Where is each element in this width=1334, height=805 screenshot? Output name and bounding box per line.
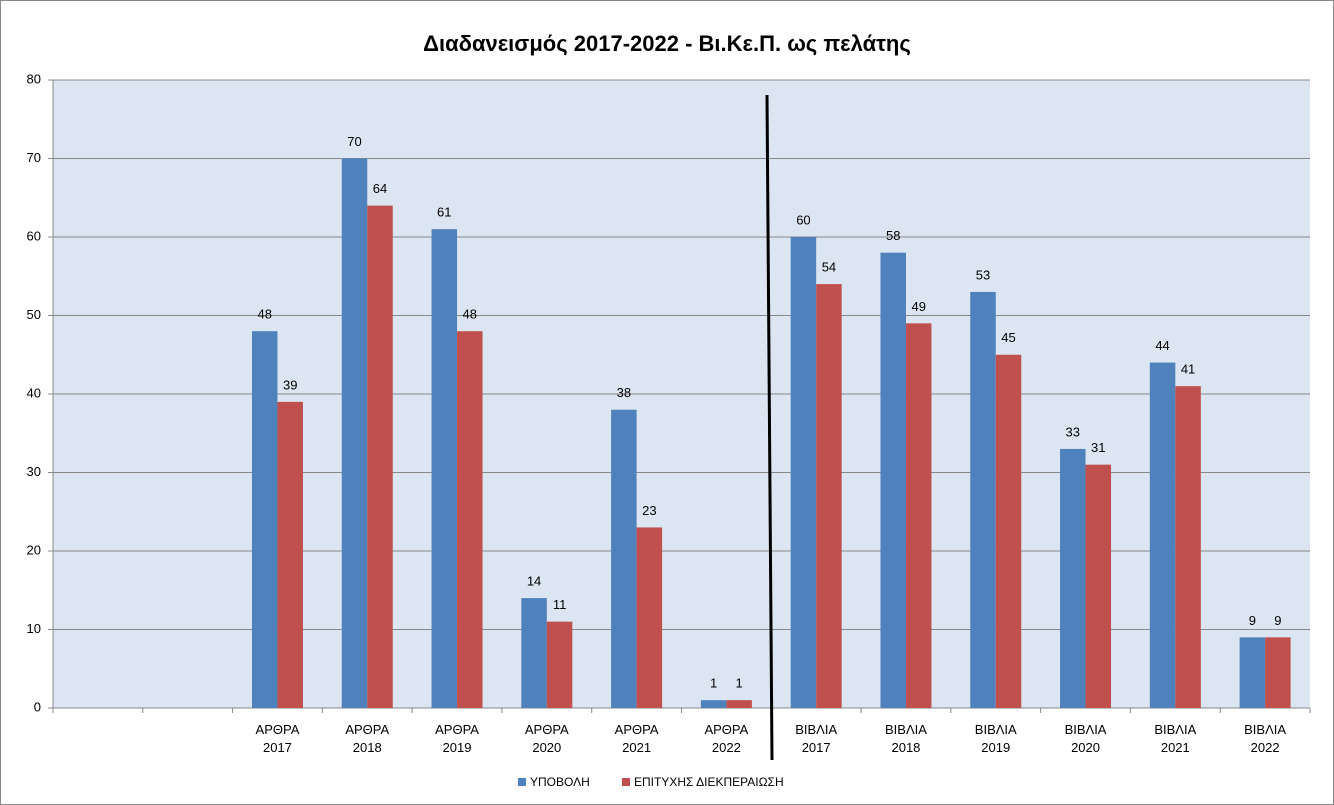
data-label: 31 [1091, 440, 1105, 455]
x-tick-label: ΒΙΒΛΙΑ 2020 [1064, 722, 1107, 755]
x-tick-label: ΒΙΒΛΙΑ 2021 [1154, 722, 1197, 755]
bar [431, 229, 458, 708]
data-label: 53 [976, 267, 990, 282]
data-label: 48 [463, 307, 477, 322]
bar [970, 291, 996, 708]
x-tick-label: ΑΡΘΡΑ 2017 [255, 722, 300, 755]
data-label: 23 [642, 503, 656, 518]
data-label: 58 [886, 228, 900, 243]
bar [880, 252, 906, 708]
y-tick-label: 70 [27, 150, 41, 165]
data-label: 49 [911, 299, 925, 314]
bar [1265, 637, 1291, 708]
data-label: 11 [553, 597, 567, 612]
x-tick-label: ΑΡΘΡΑ 2021 [614, 722, 659, 755]
bar [1239, 637, 1266, 708]
x-tick-label: ΒΙΒΛΙΑ 2017 [795, 722, 838, 755]
data-label: 38 [617, 385, 631, 400]
data-label: 1 [710, 676, 717, 691]
bar [1060, 448, 1086, 708]
data-label: 9 [1274, 613, 1281, 628]
legend-label: ΕΠΙΤΥΧΗΣ ΔΙΕΚΠΕΡΑΙΩΣΗ [634, 775, 784, 789]
bar [1149, 362, 1176, 708]
bar [700, 700, 727, 708]
y-tick-label: 40 [27, 385, 41, 400]
x-tick-label: ΑΡΘΡΑ 2022 [704, 722, 749, 755]
data-label: 41 [1181, 362, 1195, 377]
y-tick-label: 50 [27, 307, 41, 322]
data-label: 14 [527, 574, 541, 589]
x-tick-label: ΑΡΘΡΑ 2020 [524, 722, 569, 755]
data-label: 64 [373, 181, 387, 196]
bar [457, 331, 483, 708]
bar [341, 158, 368, 708]
bar [816, 284, 842, 708]
bar [546, 621, 573, 708]
bar [1085, 464, 1112, 708]
y-tick-label: 80 [27, 71, 41, 86]
data-label: 54 [822, 260, 836, 275]
x-tick-label: ΒΙΒΛΙΑ 2018 [884, 722, 927, 755]
data-label: 44 [1155, 338, 1169, 353]
divider-line [765, 94, 774, 761]
bar [611, 409, 637, 708]
bar [1175, 386, 1201, 708]
x-tick-label: ΒΙΒΛΙΑ 2019 [974, 722, 1017, 755]
x-tick-label: ΑΡΘΡΑ 2018 [345, 722, 390, 755]
y-tick-label: 0 [34, 699, 41, 714]
bar [995, 354, 1022, 708]
data-label: 33 [1066, 424, 1080, 439]
bar [905, 323, 932, 708]
data-label: 48 [257, 307, 271, 322]
bar [790, 237, 817, 708]
legend-swatch [518, 778, 526, 786]
data-label: 45 [1001, 330, 1015, 345]
x-tick-label: ΑΡΘΡΑ 2019 [435, 722, 479, 755]
data-label: 39 [283, 377, 297, 392]
data-label: 9 [1249, 613, 1256, 628]
bar [636, 527, 663, 708]
legend-label: ΥΠΟΒΟΛΗ [530, 775, 590, 789]
x-tick-label: ΒΙΒΛΙΑ 2022 [1244, 722, 1287, 755]
bar [251, 331, 278, 708]
y-tick-label: 20 [27, 542, 41, 557]
bar [521, 598, 547, 708]
data-label: 70 [347, 134, 361, 149]
data-label: 60 [796, 212, 810, 227]
legend-swatch [622, 778, 630, 786]
bar [367, 205, 393, 708]
chart-title: Διαδανεισμός 2017-2022 - Βι.Κε.Π. ως πελ… [423, 31, 911, 56]
bar [277, 401, 303, 708]
data-label: 61 [437, 205, 451, 220]
data-label: 1 [736, 676, 743, 691]
y-tick-label: 60 [27, 228, 41, 243]
y-tick-label: 10 [27, 621, 41, 636]
bar [726, 700, 752, 708]
y-tick-label: 30 [27, 464, 41, 479]
